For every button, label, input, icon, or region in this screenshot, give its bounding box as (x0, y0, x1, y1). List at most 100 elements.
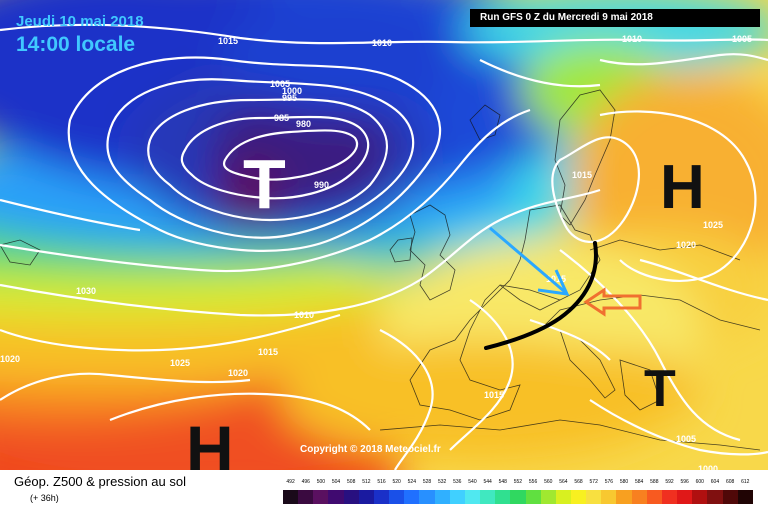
scale-swatch (313, 490, 329, 504)
isobar-label: 1025 (703, 220, 723, 230)
isobar-label: 1015 (484, 390, 504, 400)
isobar-label: 1010 (372, 38, 392, 48)
scale-swatch (298, 490, 314, 504)
low-pressure-symbol: T (243, 145, 286, 223)
scale-label: 524 (407, 479, 416, 485)
isobar-label: 1010 (294, 310, 314, 320)
geopotential-map: 1015 1010 1010 1005 1005 1000 995 985 98… (0, 0, 768, 470)
isobar-label: 980 (296, 119, 311, 129)
scale-label: 512 (362, 479, 371, 485)
scale-swatch (707, 490, 723, 504)
isobar-label: 1025 (170, 358, 190, 368)
isobar-label: 1010 (622, 34, 642, 44)
scale-label: 576 (604, 479, 614, 485)
scale-label: 604 (710, 479, 720, 485)
field-label: Géop. Z500 & pression au sol (14, 474, 186, 489)
scale-label: 496 (301, 479, 310, 485)
scale-label: 596 (680, 479, 689, 485)
scale-label: 608 (725, 479, 735, 485)
copyright: Copyright © 2018 Meteociel.fr (300, 444, 441, 455)
isobar-label: 1015 (218, 36, 238, 46)
scale-swatch (328, 490, 344, 504)
isobar-label: 1020 (228, 368, 248, 378)
isobar-label: 1020 (0, 354, 20, 364)
front-line (484, 241, 598, 350)
scale-label: 536 (453, 479, 462, 485)
scale-swatch (510, 490, 526, 504)
geopotential-field (0, 0, 768, 470)
scale-label: 540 (468, 479, 477, 485)
isobar-label: 1015 (258, 347, 278, 357)
scale-label: 580 (619, 479, 629, 485)
scale-label: 588 (650, 479, 659, 485)
lead-time: (+ 36h) (30, 493, 59, 503)
forecast-date: Jeudi 10 mai 2018 (16, 13, 144, 30)
scale-swatch (525, 490, 541, 504)
scale-label: 516 (377, 479, 386, 485)
scale-swatch (631, 490, 647, 504)
isobar-label: 1005 (270, 79, 290, 89)
scale-label: 544 (483, 479, 492, 485)
isobar-label: 1005 (676, 434, 696, 444)
scale-label: 556 (528, 479, 538, 485)
scale-label: 532 (437, 479, 447, 485)
scale-swatch (722, 490, 738, 504)
scale-swatch (737, 490, 753, 504)
scale-swatch (692, 490, 708, 504)
scale-swatch (616, 490, 632, 504)
scale-swatch (540, 490, 556, 504)
scale-swatch (480, 490, 496, 504)
scale-swatch (434, 490, 450, 504)
isobar-labels: 1015 1010 1010 1005 1005 1000 995 985 98… (0, 34, 752, 470)
pressure-systems: T H H T (186, 145, 705, 470)
isobar-label: 990 (314, 180, 329, 190)
color-scale-bar (283, 490, 753, 504)
scale-label: 492 (286, 479, 295, 485)
scale-swatch (646, 490, 662, 504)
color-scale-labels: 492 496 500 504 508 512 516 520 524 528 532 536 540 5… (283, 479, 753, 489)
scale-label: 572 (589, 479, 598, 485)
scale-swatch (661, 490, 678, 504)
blue-arrow-icon (489, 226, 570, 296)
scale-label: 552 (513, 479, 523, 485)
isobars (0, 23, 768, 470)
scale-label: 568 (574, 479, 583, 485)
scale-label: 520 (392, 479, 401, 485)
scale-swatch (464, 490, 481, 504)
scale-swatch (283, 490, 299, 504)
scale-label: 500 (316, 479, 326, 485)
scale-label: 564 (559, 479, 568, 485)
scale-swatch (404, 490, 420, 504)
low-pressure-symbol: T (644, 360, 676, 418)
scale-swatch (389, 490, 405, 504)
scale-label: 528 (422, 479, 432, 485)
isobar-label: 1015 (546, 274, 566, 284)
isobar-label: 1000 (698, 464, 718, 470)
scale-swatch (358, 490, 374, 504)
scale-label: 560 (544, 479, 553, 485)
scale-swatch (449, 490, 465, 504)
coastlines (0, 89, 761, 451)
scale-swatch (677, 490, 693, 504)
isobar-label: 985 (274, 113, 289, 123)
scale-swatch (495, 490, 511, 504)
scale-swatch (343, 490, 359, 504)
scale-swatch (419, 490, 435, 504)
scale-label: 584 (635, 479, 644, 485)
scale-swatch (601, 490, 617, 504)
scale-swatch (570, 490, 587, 504)
scale-swatch (373, 490, 390, 504)
scale-label: 600 (695, 479, 704, 485)
scale-swatch (586, 490, 602, 504)
scale-label: 612 (741, 479, 750, 485)
scale-swatch (555, 490, 571, 504)
scale-label: 504 (331, 479, 341, 485)
isobar-label: 995 (282, 93, 297, 103)
scale-label: 508 (347, 479, 356, 485)
isobar-label: 1030 (76, 286, 96, 296)
isobar-label: 1000 (282, 86, 302, 96)
isobar-label: 1005 (732, 34, 752, 44)
isobar-label: 1015 (572, 170, 592, 180)
high-pressure-symbol: H (186, 412, 234, 470)
